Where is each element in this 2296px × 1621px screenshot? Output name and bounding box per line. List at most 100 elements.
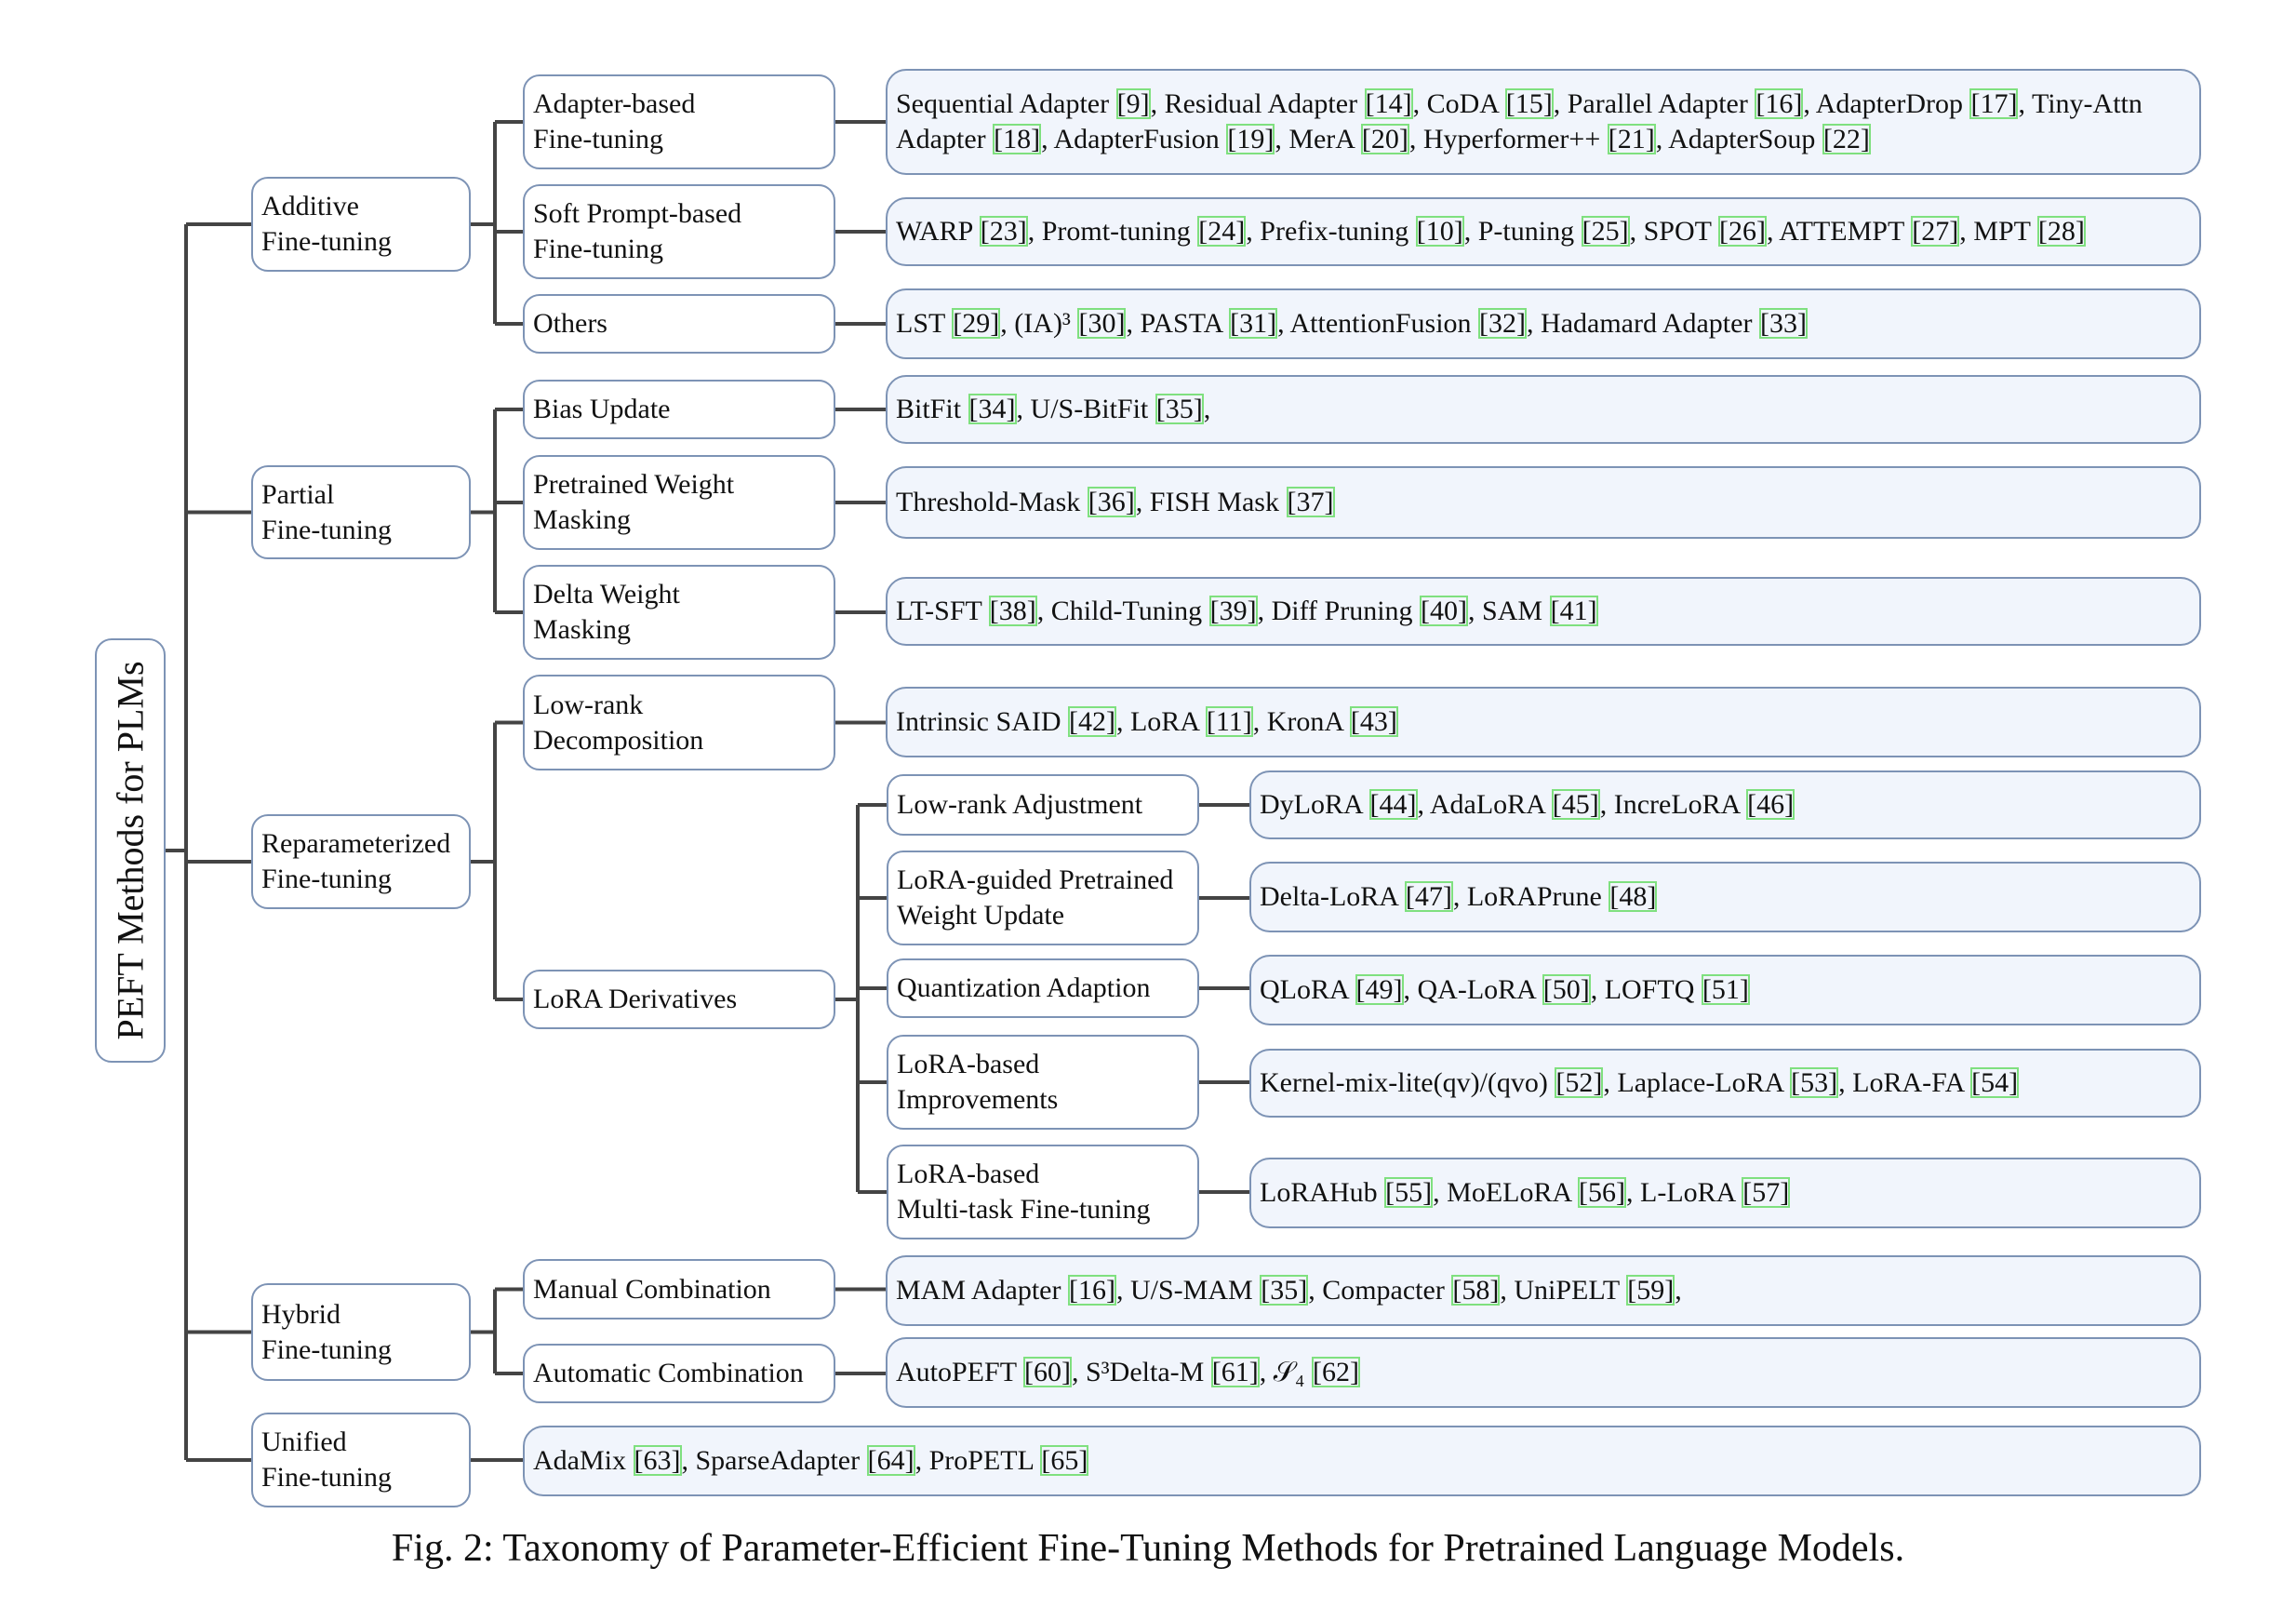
lora-derivative-lora-based-improvements-label: LoRA-based Improvements bbox=[897, 1049, 1059, 1115]
method-name: LoRA-FA bbox=[1852, 1067, 1964, 1098]
methods-lora-based-multi-task-fine-tuning: LoRAHub [55], MoELoRA [56], L-LoRA [57] bbox=[1249, 1158, 2201, 1228]
methods-bias-update: BitFit [34], U/S-BitFit [35], bbox=[886, 375, 2201, 444]
citation-ref: [35] bbox=[1155, 394, 1204, 424]
method-name: Threshold-Mask bbox=[896, 487, 1081, 517]
methods-low-rank-adjustment: DyLoRA [44], AdaLoRA [45], IncreLoRA [46… bbox=[1249, 770, 2201, 839]
method-name: LT-SFT bbox=[896, 596, 982, 626]
method-name: Delta-LoRA bbox=[1260, 881, 1398, 912]
citation-number: 28 bbox=[2047, 216, 2076, 247]
method-name: 𝒮₄ bbox=[1273, 1357, 1305, 1387]
method-name: AdapterSoup bbox=[1668, 124, 1816, 154]
citation-ref: [21] bbox=[1607, 124, 1656, 154]
method-name: LOFTQ bbox=[1604, 974, 1695, 1005]
method-name: WARP bbox=[896, 216, 973, 247]
citation-ref: [28] bbox=[2036, 216, 2086, 247]
method-name: ProPETL bbox=[928, 1445, 1034, 1476]
category-reparameterized-fine-tuning-label: Reparameterized Fine-tuning bbox=[261, 828, 451, 894]
method-name: QA-LoRA bbox=[1417, 974, 1536, 1005]
method-name: CoDA bbox=[1426, 88, 1499, 119]
methods-automatic-combination: AutoPEFT [60], S³Delta-M [61], 𝒮₄ [62] bbox=[886, 1337, 2201, 1408]
citation-number: 35 bbox=[1165, 394, 1194, 424]
citation-number: 46 bbox=[1756, 789, 1785, 820]
citation-number: 55 bbox=[1395, 1177, 1423, 1208]
citation-number: 37 bbox=[1296, 487, 1325, 517]
citation-number: 47 bbox=[1414, 881, 1443, 912]
method-name: ATTEMPT bbox=[1779, 216, 1904, 247]
citation-ref: [39] bbox=[1208, 596, 1258, 626]
subcategory-automatic-combination: Automatic Combination bbox=[523, 1344, 835, 1403]
citation-ref: [46] bbox=[1746, 789, 1795, 820]
citation-number: 60 bbox=[1033, 1357, 1061, 1387]
citation-ref: [32] bbox=[1478, 308, 1528, 339]
citation-number: 63 bbox=[643, 1445, 672, 1476]
citation-number: 30 bbox=[1088, 308, 1116, 339]
subcategory-manual-combination-label: Manual Combination bbox=[533, 1273, 771, 1305]
citation-number: 24 bbox=[1208, 216, 1236, 247]
method-name: Prefix-tuning bbox=[1260, 216, 1409, 247]
citation-number: 40 bbox=[1430, 596, 1459, 626]
method-name: LST bbox=[896, 308, 945, 339]
citation-ref: [42] bbox=[1067, 706, 1116, 737]
citation-number: 27 bbox=[1921, 216, 1950, 247]
subcategory-others: Others bbox=[523, 294, 835, 354]
method-name: S³Delta-M bbox=[1085, 1357, 1205, 1387]
root-node: PEFT Methods for PLMs bbox=[95, 638, 166, 1063]
citation-ref: [56] bbox=[1578, 1177, 1627, 1208]
citation-ref: [19] bbox=[1226, 124, 1275, 154]
category-additive-fine-tuning: Additive Fine-tuning bbox=[251, 177, 471, 272]
subcategory-delta-weight-masking-label: Delta Weight Masking bbox=[533, 579, 680, 645]
citation-ref: [23] bbox=[979, 216, 1028, 247]
category-reparameterized-fine-tuning: Reparameterized Fine-tuning bbox=[251, 814, 471, 909]
method-name: SPOT bbox=[1643, 216, 1712, 247]
citation-ref: [57] bbox=[1742, 1177, 1791, 1208]
method-name: AdaMix bbox=[533, 1445, 626, 1476]
citation-ref: [9] bbox=[1115, 88, 1151, 119]
citation-number: 34 bbox=[978, 394, 1007, 424]
citation-ref: [36] bbox=[1087, 487, 1136, 517]
subcategory-low-rank-decomposition-label: Low-rank Decomposition bbox=[533, 689, 704, 756]
citation-ref: [63] bbox=[633, 1445, 682, 1476]
citation-ref: [37] bbox=[1286, 487, 1335, 517]
subcategory-lora-derivatives: LoRA Derivatives bbox=[523, 970, 835, 1029]
method-name: MAM Adapter bbox=[896, 1275, 1061, 1306]
category-hybrid-fine-tuning-label: Hybrid Fine-tuning bbox=[261, 1298, 392, 1365]
citation-number: 44 bbox=[1379, 789, 1408, 820]
citation-ref: [54] bbox=[1970, 1067, 2020, 1098]
citation-number: 35 bbox=[1270, 1275, 1299, 1306]
subcategory-others-label: Others bbox=[533, 308, 607, 339]
subcategory-delta-weight-masking: Delta Weight Masking bbox=[523, 565, 835, 660]
lora-derivative-lora-based-multi-task-fine-tuning-label: LoRA-based Multi-task Fine-tuning bbox=[897, 1159, 1151, 1225]
methods-others: LST [29], (IA)³ [30], PASTA [31], Attent… bbox=[886, 288, 2201, 359]
citation-number: 20 bbox=[1370, 124, 1399, 154]
method-name: L-LoRA bbox=[1640, 1177, 1735, 1208]
citation-number: 38 bbox=[998, 596, 1027, 626]
method-name: AdaLoRA bbox=[1429, 789, 1545, 820]
figure-caption: Fig. 2: Taxonomy of Parameter-Efficient … bbox=[391, 1527, 1905, 1570]
citation-number: 62 bbox=[1321, 1357, 1350, 1387]
lora-derivative-lora-guided-pretrained-weight-update-label: LoRA-guided Pretrained Weight Update bbox=[897, 864, 1174, 931]
method-name: LoRA bbox=[1129, 706, 1199, 737]
method-name: QLoRA bbox=[1260, 974, 1349, 1005]
methods-delta-weight-masking: LT-SFT [38], Child-Tuning [39], Diff Pru… bbox=[886, 577, 2201, 646]
method-name: LoRAHub bbox=[1260, 1177, 1378, 1208]
methods-unified-fine-tuning: AdaMix [63], SparseAdapter [64], ProPETL… bbox=[523, 1426, 2201, 1496]
subcategory-pretrained-weight-masking-label: Pretrained Weight Masking bbox=[533, 469, 735, 535]
method-name: AdapterFusion bbox=[1053, 124, 1220, 154]
citation-number: 32 bbox=[1488, 308, 1517, 339]
citation-ref: [22] bbox=[1822, 124, 1871, 154]
citation-number: 29 bbox=[962, 308, 991, 339]
citation-number: 10 bbox=[1425, 216, 1454, 247]
citation-ref: [62] bbox=[1311, 1357, 1360, 1387]
method-name: P-tuning bbox=[1477, 216, 1575, 247]
root-label: PEFT Methods for PLMs bbox=[109, 661, 152, 1040]
citation-ref: [44] bbox=[1368, 789, 1418, 820]
citation-number: 41 bbox=[1559, 596, 1588, 626]
subcategory-bias-update: Bias Update bbox=[523, 380, 835, 439]
citation-ref: [60] bbox=[1022, 1357, 1072, 1387]
citation-number: 42 bbox=[1077, 706, 1106, 737]
citation-number: 16 bbox=[1765, 88, 1794, 119]
citation-number: 64 bbox=[876, 1445, 905, 1476]
citation-number: 61 bbox=[1221, 1357, 1249, 1387]
method-name: LoRAPrune bbox=[1466, 881, 1602, 912]
citation-number: 51 bbox=[1711, 974, 1740, 1005]
